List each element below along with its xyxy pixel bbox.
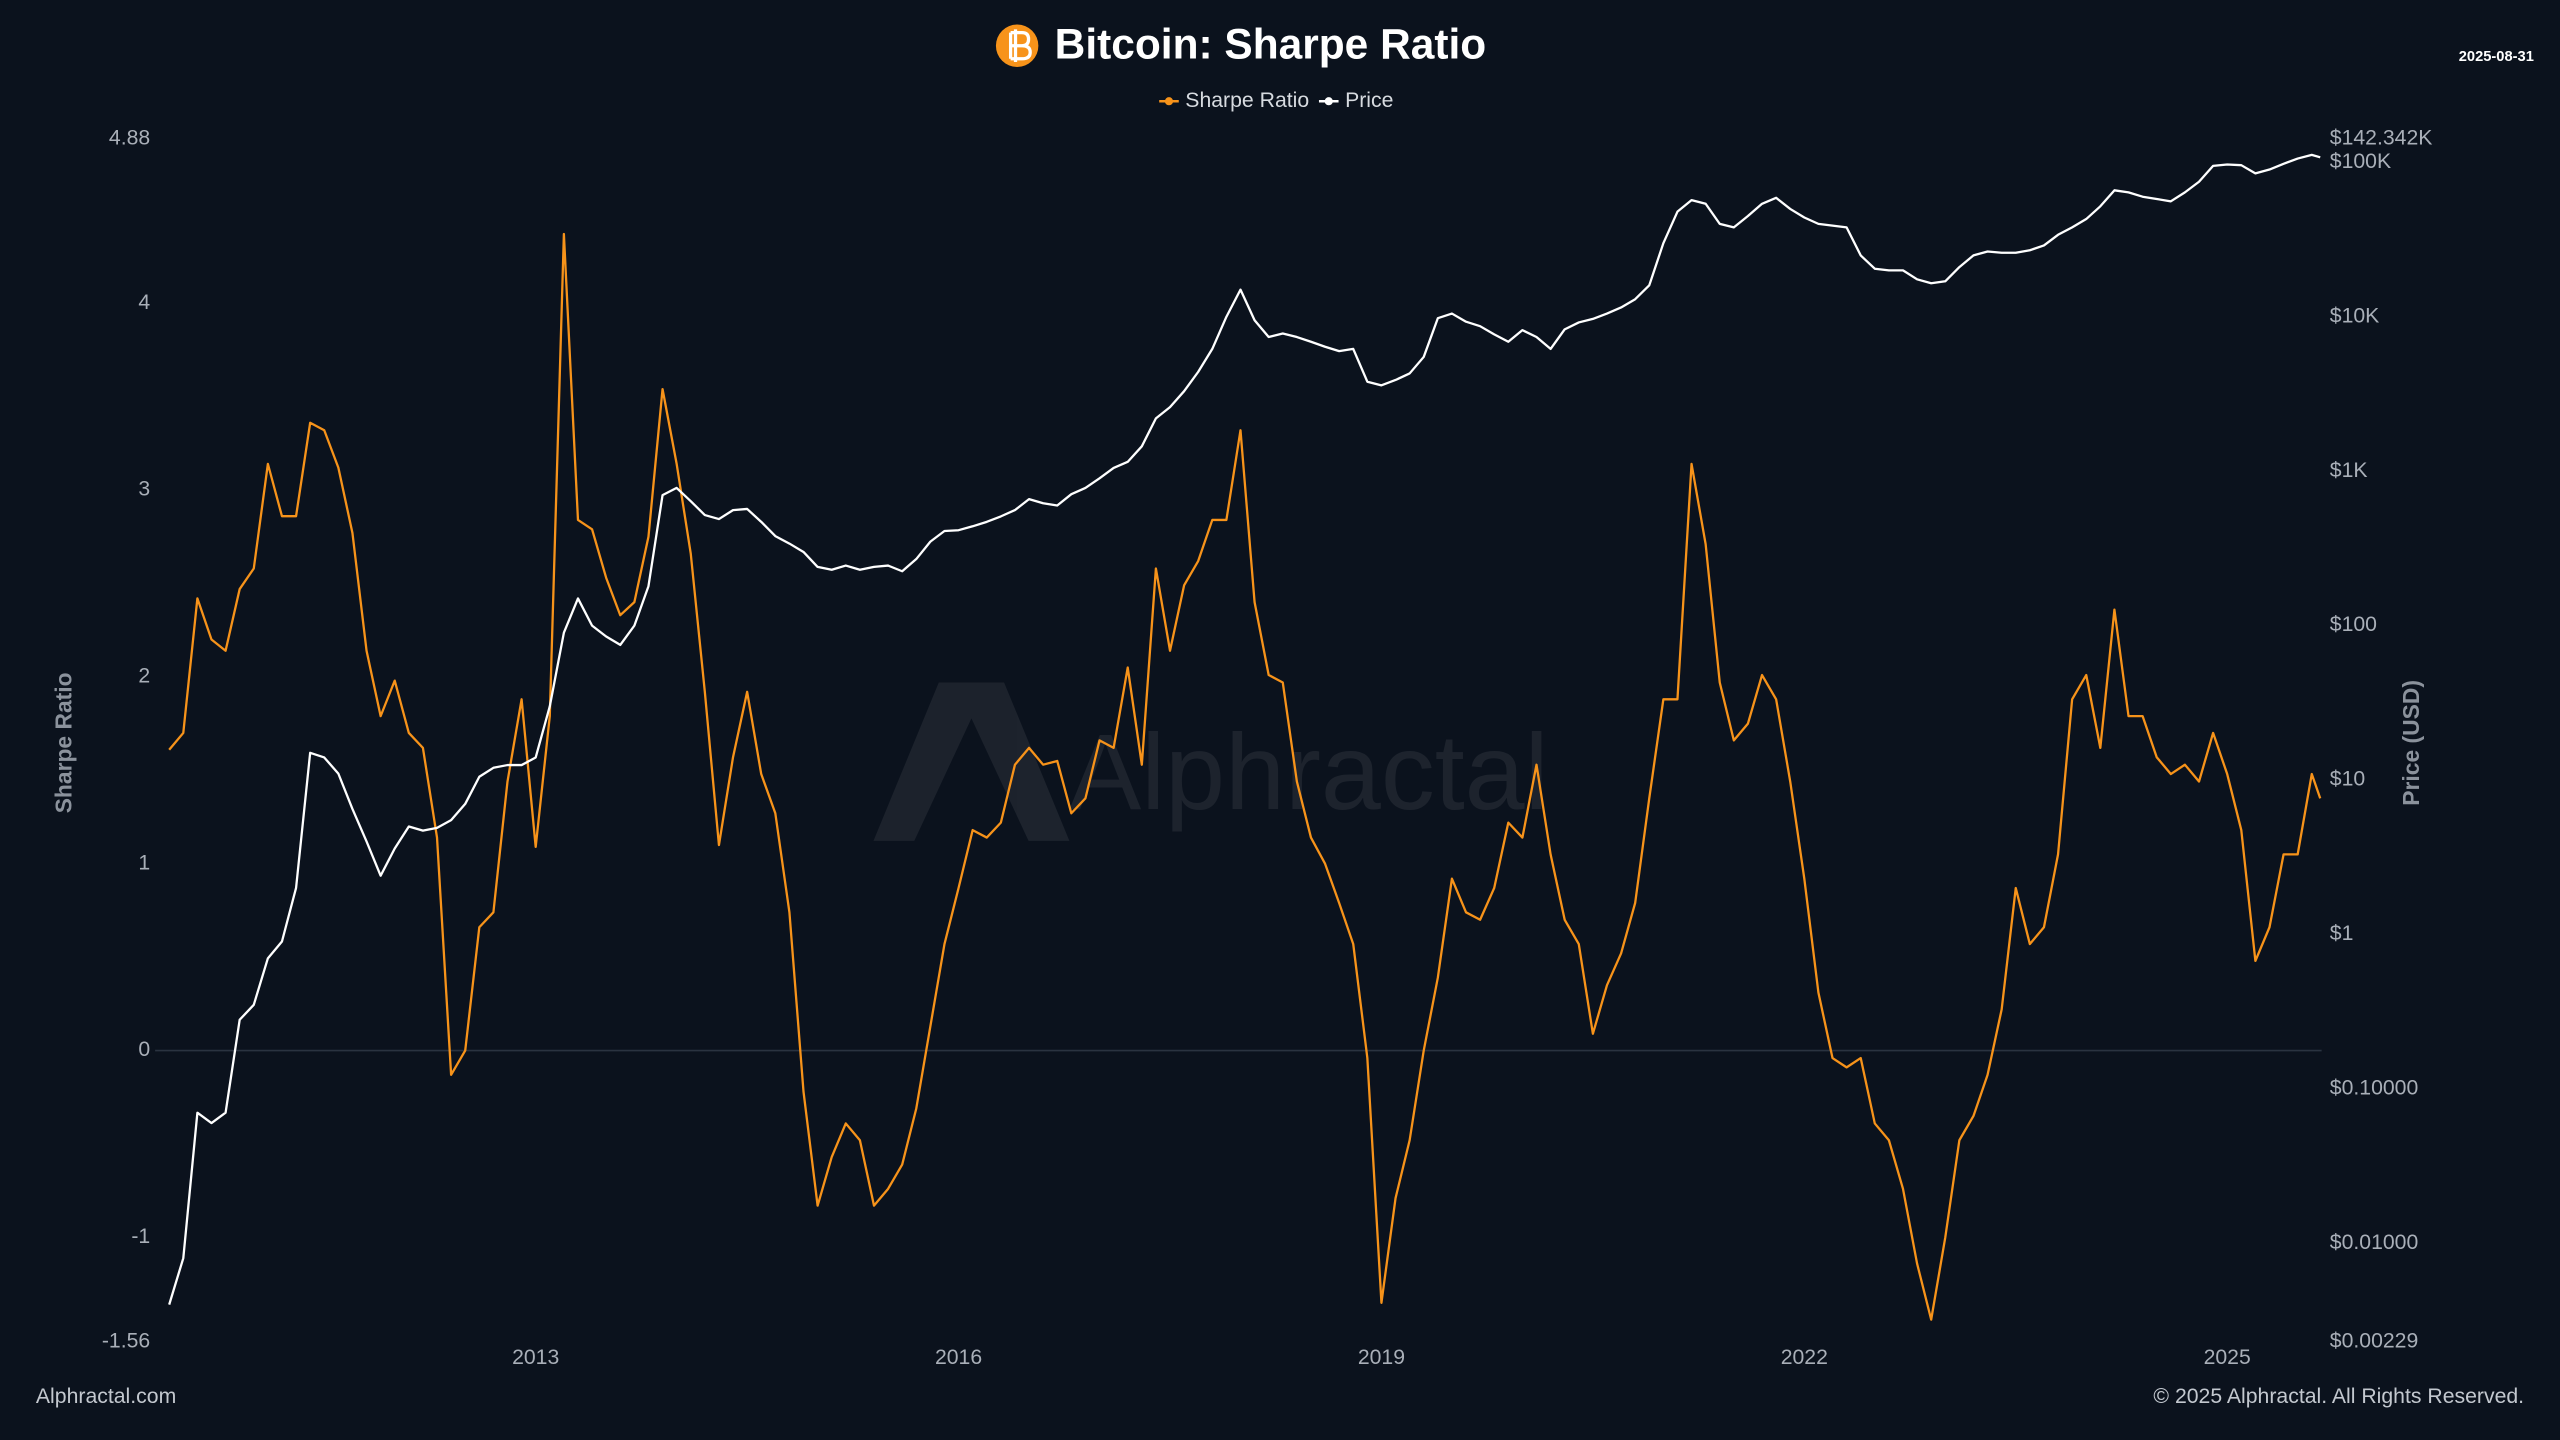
legend-label: Price bbox=[1345, 89, 1393, 112]
y2-tick-label: $0.10000 bbox=[2330, 1076, 2419, 1099]
legend-dot bbox=[1164, 97, 1174, 106]
legend: Sharpe Ratio Price bbox=[1159, 89, 1393, 112]
y-tick-label: -1 bbox=[131, 1225, 150, 1248]
x-tick-label: 2025 bbox=[2204, 1346, 2251, 1369]
chart-title: Bitcoin: Sharpe Ratio bbox=[1055, 21, 1486, 68]
y-tick-label: 4.88 bbox=[109, 126, 150, 149]
y2-tick-label: $1K bbox=[2330, 459, 2368, 482]
x-tick-label: 2013 bbox=[512, 1346, 559, 1369]
y2-tick-label: $100K bbox=[2330, 150, 2391, 173]
y-tick-label: 0 bbox=[138, 1038, 150, 1061]
y-tick-label: 3 bbox=[138, 478, 150, 501]
footer-copyright: © 2025 Alphractal. All Rights Reserved. bbox=[2153, 1385, 2524, 1408]
watermark: Alphractal bbox=[1069, 711, 1548, 832]
legend-label: Sharpe Ratio bbox=[1185, 89, 1309, 112]
chart-date: 2025-08-31 bbox=[2459, 49, 2534, 65]
y-tick-label: 1 bbox=[138, 851, 150, 874]
y2-tick-label: $0.00229 bbox=[2330, 1330, 2419, 1353]
series-line bbox=[168, 232, 2322, 1321]
y2-tick-label: $142.342K bbox=[2330, 126, 2433, 149]
legend-dot bbox=[1324, 97, 1333, 106]
watermark-group: Alphractal bbox=[873, 682, 1549, 841]
y2-tick-label: $10 bbox=[2330, 768, 2365, 791]
bitcoin-icon-glyph bbox=[1008, 29, 1032, 63]
y2-tick-label: $1 bbox=[2330, 922, 2354, 945]
y2-tick-label: $100 bbox=[2330, 613, 2377, 636]
y2-tick-label: $0.01000 bbox=[2330, 1231, 2419, 1254]
y2-axis-title: Price (USD) bbox=[2398, 680, 2424, 806]
bitcoin-icon bbox=[995, 24, 1039, 67]
footer-site: Alphractal.com bbox=[36, 1385, 176, 1408]
x-tick-label: 2016 bbox=[935, 1346, 982, 1369]
x-tick-label: 2022 bbox=[1781, 1346, 1828, 1369]
series-line bbox=[168, 153, 2321, 1305]
y-axis-title: Sharpe Ratio bbox=[50, 672, 76, 813]
watermark-logo bbox=[873, 682, 1070, 841]
y2-tick-label: $10K bbox=[2330, 304, 2380, 327]
y-tick-label: 4 bbox=[138, 291, 150, 314]
y-tick-label: -1.56 bbox=[102, 1330, 150, 1353]
y-tick-label: 2 bbox=[138, 664, 150, 687]
x-tick-label: 2019 bbox=[1358, 1346, 1405, 1369]
